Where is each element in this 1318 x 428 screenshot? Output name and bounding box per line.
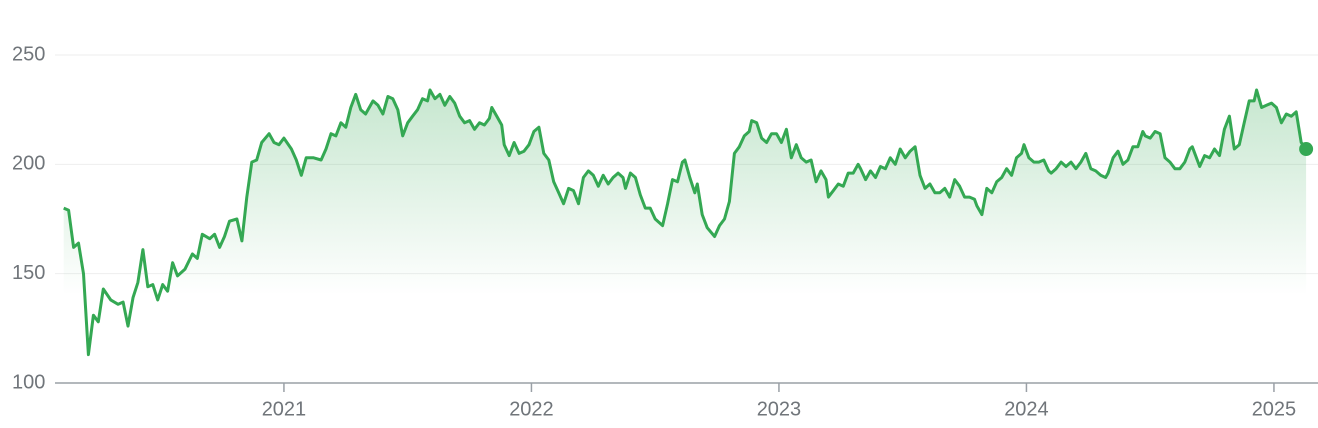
x-tick-label: 2021 — [262, 398, 307, 420]
y-tick-label: 250 — [12, 43, 45, 65]
price-line — [63, 88, 1308, 357]
area — [63, 90, 1307, 383]
last-point — [1299, 142, 1314, 157]
y-tick-label: 100 — [12, 371, 45, 393]
x-tick-label: 2024 — [1004, 398, 1049, 420]
y-tick-label: 200 — [12, 153, 45, 175]
x-tick-label: 2022 — [509, 398, 554, 420]
x-tick-label: 2023 — [757, 398, 802, 420]
y-tick-label: 150 — [12, 262, 45, 284]
x-tick-label: 2025 — [1252, 398, 1297, 420]
